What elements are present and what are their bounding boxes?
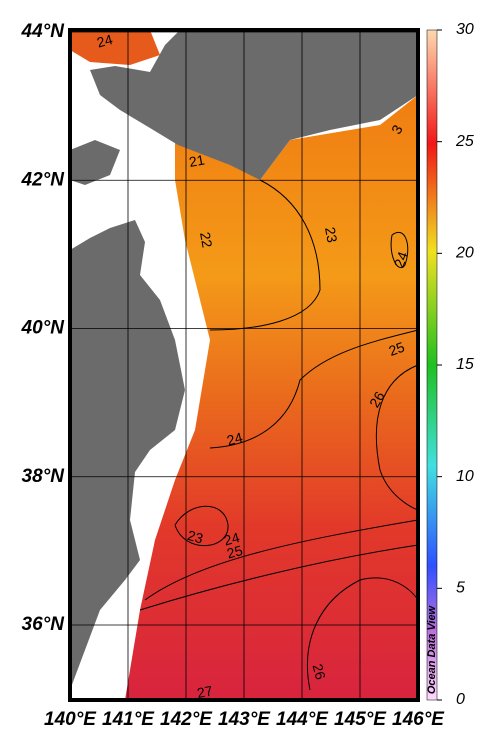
colorbar-label: 25 <box>455 133 474 150</box>
lon-label: 143°E <box>218 709 271 730</box>
colorbar-label: 10 <box>456 468 474 485</box>
lon-label: 144°E <box>276 709 329 730</box>
credit: Ocean Data View <box>426 604 438 694</box>
ocean-field-patch <box>70 30 160 65</box>
contour-label: 21 <box>188 151 206 169</box>
ocean-field <box>125 95 418 700</box>
lon-label: 146°E <box>392 709 445 730</box>
land <box>90 30 418 180</box>
map-frame <box>68 28 420 702</box>
lat-label: 42°N <box>21 169 66 190</box>
contour-label: 23 <box>322 226 340 244</box>
lat-label: 44°N <box>21 21 66 42</box>
contour-label: 24 <box>225 429 244 449</box>
contour-label: 25 <box>387 339 407 359</box>
contour-label: 26 <box>366 388 388 410</box>
lon-label: 141°E <box>102 709 155 730</box>
land <box>70 140 120 185</box>
contour-line <box>375 364 419 511</box>
contour-line <box>209 179 321 331</box>
contour-label: 25 <box>225 542 244 562</box>
lat-label: 38°N <box>22 466 66 487</box>
contour-label: 22 <box>197 231 215 249</box>
contour-label: 24 <box>222 529 241 549</box>
contour-line <box>390 232 409 268</box>
lat-label: 40°N <box>21 318 66 339</box>
lon-label: 145°E <box>334 709 387 730</box>
colorbar-label: 0 <box>456 691 465 708</box>
contour-line <box>174 505 229 547</box>
contour-line <box>306 577 419 691</box>
colorbar-label: 20 <box>455 245 474 262</box>
colorbar-label: 30 <box>456 21 474 38</box>
colorbar <box>426 29 438 701</box>
contour-label: 27 <box>196 682 214 700</box>
lon-label: 140°E <box>44 709 97 730</box>
contour-line <box>139 544 419 611</box>
colorbar-label: 15 <box>456 356 474 373</box>
contour-label: 23 <box>186 527 205 547</box>
contour-label: 24 <box>391 249 411 269</box>
contour-label: 26 <box>310 662 330 681</box>
contour-label: 24 <box>95 31 114 51</box>
contour-line <box>144 519 419 601</box>
land <box>70 220 185 690</box>
lat-label: 36°N <box>22 614 66 635</box>
lon-label: 142°E <box>160 709 213 730</box>
contour-line <box>209 329 419 449</box>
colorbar-label: 5 <box>456 580 465 597</box>
